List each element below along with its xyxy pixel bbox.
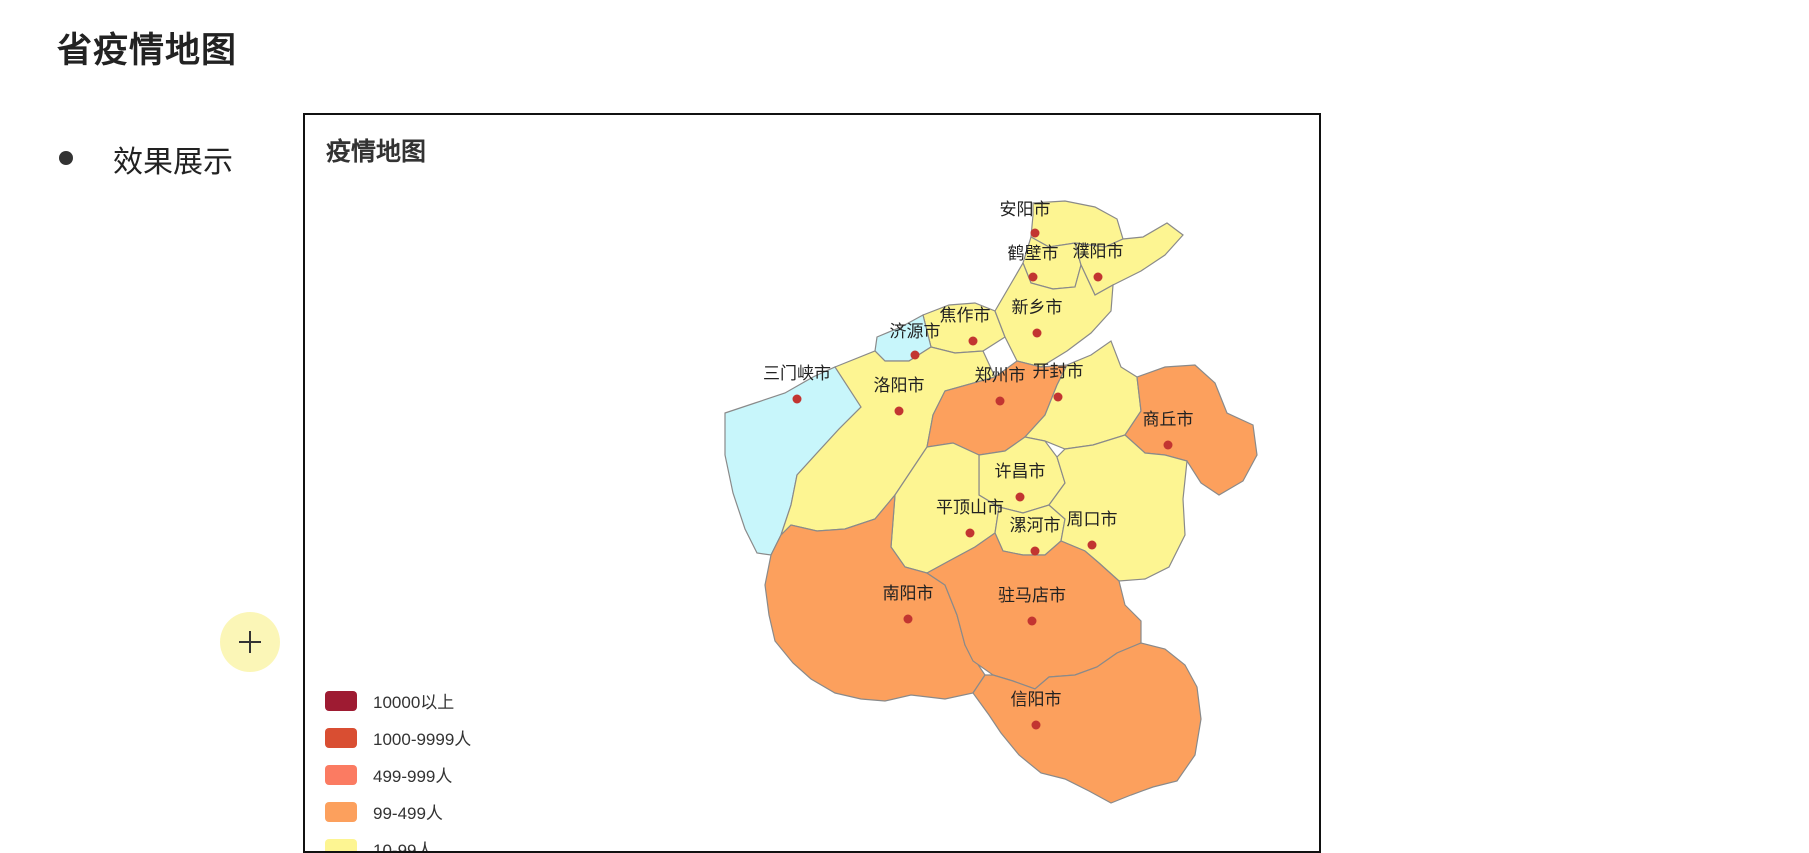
city-marker[interactable] <box>911 351 920 360</box>
city-marker[interactable] <box>1054 393 1063 402</box>
city-marker[interactable] <box>966 529 975 538</box>
legend-label: 10000以上 <box>373 688 454 713</box>
city-label: 济源市 <box>890 322 941 342</box>
city-label: 南阳市 <box>883 584 934 604</box>
city-marker[interactable] <box>1033 329 1042 338</box>
page-title: 省疫情地图 <box>57 22 237 73</box>
city-marker[interactable] <box>1094 273 1103 282</box>
city-label: 焦作市 <box>940 306 991 326</box>
crosshair-cursor-icon <box>239 631 261 653</box>
legend-swatch <box>325 691 357 711</box>
legend-label: 1000-9999人 <box>373 725 471 750</box>
legend-item[interactable]: 1000-9999人 <box>325 719 471 756</box>
city-marker[interactable] <box>1031 547 1040 556</box>
city-label: 洛阳市 <box>874 376 925 396</box>
city-marker[interactable] <box>895 407 904 416</box>
city-label: 安阳市 <box>1000 200 1051 220</box>
city-marker[interactable] <box>1164 441 1173 450</box>
legend-label: 499-999人 <box>373 762 452 787</box>
city-label: 新乡市 <box>1012 298 1063 318</box>
legend-item[interactable]: 99-499人 <box>325 793 471 830</box>
city-label: 濮阳市 <box>1073 242 1124 262</box>
city-label: 三门峡市 <box>763 364 831 384</box>
city-label: 信阳市 <box>1011 690 1062 710</box>
legend-swatch <box>325 802 357 822</box>
city-marker[interactable] <box>1088 541 1097 550</box>
city-marker[interactable] <box>793 395 802 404</box>
legend-item[interactable]: 499-999人 <box>325 756 471 793</box>
city-label: 漯河市 <box>1010 516 1061 536</box>
legend-swatch <box>325 728 357 748</box>
city-label: 平顶山市 <box>936 498 1004 518</box>
city-marker[interactable] <box>1032 721 1041 730</box>
city-marker[interactable] <box>904 615 913 624</box>
legend-item[interactable]: 10000以上 <box>325 682 471 719</box>
city-marker[interactable] <box>1016 493 1025 502</box>
city-marker[interactable] <box>1031 229 1040 238</box>
city-label: 周口市 <box>1067 510 1118 530</box>
city-label: 开封市 <box>1033 362 1084 382</box>
city-marker[interactable] <box>1029 273 1038 282</box>
legend-swatch <box>325 839 357 853</box>
city-label: 郑州市 <box>975 366 1026 386</box>
legend-swatch <box>325 765 357 785</box>
city-label: 鹤壁市 <box>1008 244 1059 264</box>
legend-label: 99-499人 <box>373 799 443 824</box>
city-marker[interactable] <box>996 397 1005 406</box>
map-chart-panel[interactable]: 疫情地图 安阳市鹤壁市濮阳市焦作市新乡市济源市三门峡市洛阳市郑州市开封市商丘市许… <box>303 113 1321 853</box>
legend-item[interactable]: 10-99人 <box>325 830 471 853</box>
city-label: 许昌市 <box>995 462 1046 482</box>
legend-label: 10-99人 <box>373 836 433 853</box>
bullet-text: 效果展示 <box>113 137 233 181</box>
bullet-icon <box>59 151 73 165</box>
map-legend[interactable]: 10000以上 1000-9999人 499-999人 99-499人 10-99人 <box>325 682 471 853</box>
city-marker[interactable] <box>1028 617 1037 626</box>
city-label: 驻马店市 <box>998 586 1066 606</box>
city-marker[interactable] <box>969 337 978 346</box>
city-label: 商丘市 <box>1143 410 1194 430</box>
